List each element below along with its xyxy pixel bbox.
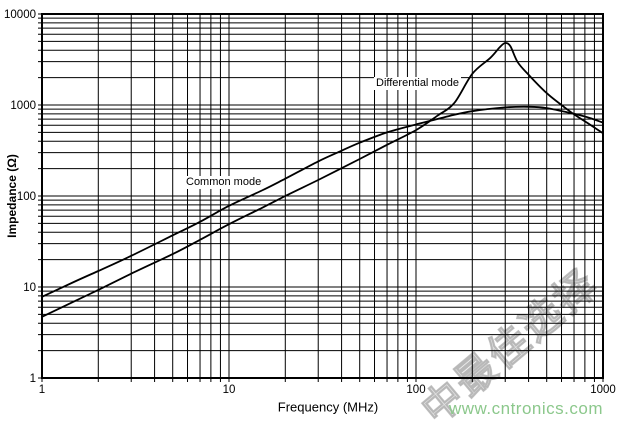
- y-tick-label: 1000: [10, 100, 36, 112]
- series-label-common-mode: Common mode: [184, 176, 264, 189]
- curve-common-mode: [41, 105, 604, 298]
- y-tick-label: 10: [23, 282, 36, 294]
- x-axis-title: Frequency (MHz): [277, 399, 379, 415]
- y-axis-title: Impedance (Ω): [5, 154, 19, 238]
- axis-frame: [41, 13, 604, 379]
- y-tick-label: 100: [17, 191, 36, 203]
- grid-lines: [38, 13, 604, 382]
- curve-differential-mode: [41, 42, 604, 318]
- x-tick-label: 1000: [590, 384, 616, 396]
- x-tick-label: 10: [223, 384, 236, 396]
- y-tick-label: 10000: [4, 9, 36, 21]
- watermark-site-url: www.cntronics.com: [449, 399, 603, 418]
- x-tick-label: 100: [406, 384, 425, 396]
- x-tick-labels: 1 10 100 1000: [39, 384, 616, 396]
- series-label-differential-mode: Differential mode: [374, 77, 461, 90]
- y-tick-labels: 1 10 100 1000 10000: [4, 9, 36, 385]
- y-tick-label: 1: [30, 373, 36, 385]
- x-tick-label: 1: [39, 384, 45, 396]
